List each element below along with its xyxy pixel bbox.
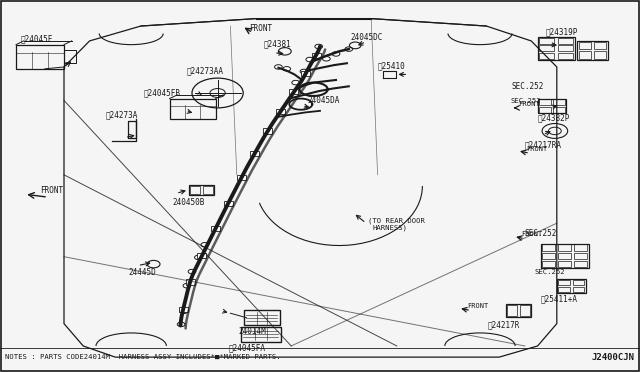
Bar [575, 253, 588, 259]
Circle shape [201, 243, 209, 247]
Bar [223, 201, 232, 206]
Bar [170, 99, 216, 119]
Bar [543, 253, 556, 259]
Bar [312, 52, 321, 58]
Bar [190, 186, 200, 194]
Bar [64, 50, 76, 63]
Bar [558, 260, 572, 267]
Text: FRONT: FRONT [522, 231, 543, 237]
Text: ※25410: ※25410 [378, 61, 405, 70]
Circle shape [275, 65, 282, 69]
Bar [539, 99, 550, 105]
Bar [558, 53, 573, 59]
Text: 240450B: 240450B [173, 198, 205, 207]
Bar [507, 305, 517, 315]
Bar [179, 307, 188, 312]
Circle shape [292, 80, 300, 85]
Text: FRONT: FRONT [467, 303, 488, 309]
Bar [554, 99, 565, 105]
Bar [539, 107, 550, 113]
Text: ※24217RA: ※24217RA [525, 141, 562, 150]
Bar [289, 89, 298, 94]
Bar [554, 107, 565, 113]
Bar [198, 253, 207, 259]
Circle shape [345, 47, 353, 51]
Circle shape [188, 269, 196, 274]
Bar [594, 42, 607, 49]
Text: NOTES : PARTS CODE24014M  HARNESS ASSY INCLUDES*■*MARKED PARTS.: NOTES : PARTS CODE24014M HARNESS ASSY IN… [5, 354, 281, 360]
Bar [579, 42, 591, 49]
Text: ※25411+A: ※25411+A [541, 294, 578, 303]
Text: (TO REAR DOOR: (TO REAR DOOR [368, 218, 425, 224]
Text: ※24273A: ※24273A [106, 110, 138, 119]
Bar [263, 128, 272, 134]
Circle shape [315, 44, 323, 49]
Bar [520, 305, 530, 315]
Bar [558, 38, 573, 44]
Bar [575, 260, 588, 267]
Text: ※24217R: ※24217R [488, 320, 520, 329]
Text: 24014M: 24014M [238, 327, 266, 336]
Bar [276, 109, 285, 114]
Text: HARNESS): HARNESS) [372, 225, 408, 231]
Bar [237, 175, 246, 180]
Text: 24045DC: 24045DC [351, 33, 383, 42]
Text: ※24045FB: ※24045FB [144, 89, 181, 97]
Bar [575, 244, 588, 251]
Text: ※24382P: ※24382P [538, 113, 570, 122]
Bar [538, 37, 575, 60]
Text: SEC.252: SEC.252 [534, 269, 565, 275]
Bar [16, 45, 64, 69]
Circle shape [195, 255, 202, 260]
Bar [573, 287, 584, 292]
Text: ※24045F: ※24045F [21, 35, 54, 44]
Bar [558, 287, 570, 292]
Bar [189, 185, 214, 195]
Circle shape [180, 309, 188, 314]
Bar [558, 253, 572, 259]
Bar [543, 260, 556, 267]
Circle shape [177, 322, 185, 327]
Bar [250, 151, 259, 157]
Bar [541, 244, 589, 268]
Circle shape [323, 57, 330, 61]
Circle shape [283, 67, 291, 71]
Text: SEC.252: SEC.252 [512, 82, 545, 91]
Text: ※24045FA: ※24045FA [229, 343, 266, 352]
Bar [301, 71, 310, 76]
Bar [540, 53, 554, 59]
Circle shape [183, 283, 191, 288]
Circle shape [306, 57, 314, 62]
Bar [540, 45, 554, 51]
Bar [506, 304, 531, 317]
Bar [594, 51, 607, 58]
Bar [557, 279, 586, 293]
Bar [558, 244, 572, 251]
Bar [577, 41, 608, 60]
Bar [558, 280, 570, 285]
Bar [211, 226, 220, 231]
Text: ※24273AA: ※24273AA [186, 66, 223, 75]
Text: FRONT: FRONT [250, 23, 273, 32]
Text: FRONT: FRONT [526, 146, 547, 152]
Text: 24445D: 24445D [128, 268, 156, 277]
Text: FRONT: FRONT [518, 102, 540, 108]
Bar [186, 279, 195, 285]
Text: SEC.252: SEC.252 [525, 229, 557, 238]
Text: 24045DA: 24045DA [307, 96, 340, 105]
Bar [540, 38, 554, 44]
Text: FRONT: FRONT [40, 186, 63, 195]
Text: J2400CJN: J2400CJN [592, 353, 635, 362]
Bar [538, 99, 566, 113]
Bar [558, 45, 573, 51]
Bar [203, 186, 213, 194]
Bar [573, 280, 584, 285]
Bar [543, 244, 556, 251]
Text: ※24319P: ※24319P [545, 27, 578, 36]
Circle shape [300, 69, 308, 74]
Text: SEC.252: SEC.252 [511, 98, 541, 104]
Circle shape [332, 52, 340, 56]
Bar [579, 51, 591, 58]
Text: ※24381: ※24381 [264, 39, 291, 48]
